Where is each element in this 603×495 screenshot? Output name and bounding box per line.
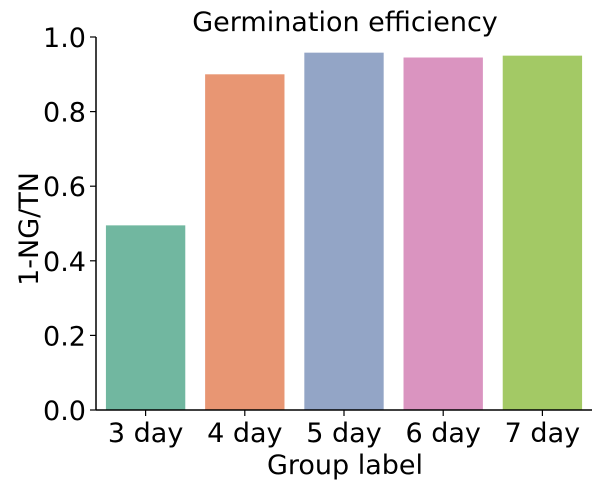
y-tick-label: 0.0 [43, 396, 86, 427]
bar-5-day [304, 52, 384, 410]
y-axis-label: 1-NG/TN [14, 172, 45, 286]
bar-6-day [403, 57, 483, 410]
y-tick-label: 0.2 [43, 321, 86, 352]
x-tick-label: 4 day [207, 418, 282, 449]
y-axis-ticks: 0.0 0.2 0.4 0.6 0.8 1.0 [43, 23, 96, 427]
x-tick-label: 7 day [505, 418, 580, 449]
chart-title: Germination efficiency [192, 7, 498, 38]
x-axis-ticks: 3 day 4 day 5 day 6 day 7 day [108, 410, 580, 449]
y-tick-label: 1.0 [43, 23, 86, 54]
y-tick-label: 0.6 [43, 172, 86, 203]
x-axis-label: Group label [267, 450, 423, 481]
bar-7-day [502, 55, 583, 411]
x-tick-label: 5 day [306, 418, 381, 449]
bars [105, 52, 583, 411]
bar-3-day [105, 225, 186, 410]
bar-4-day [205, 74, 285, 411]
y-tick-label: 0.4 [43, 247, 86, 278]
x-tick-label: 3 day [108, 418, 183, 449]
y-tick-label: 0.8 [43, 98, 86, 129]
x-tick-label: 6 day [405, 418, 480, 449]
